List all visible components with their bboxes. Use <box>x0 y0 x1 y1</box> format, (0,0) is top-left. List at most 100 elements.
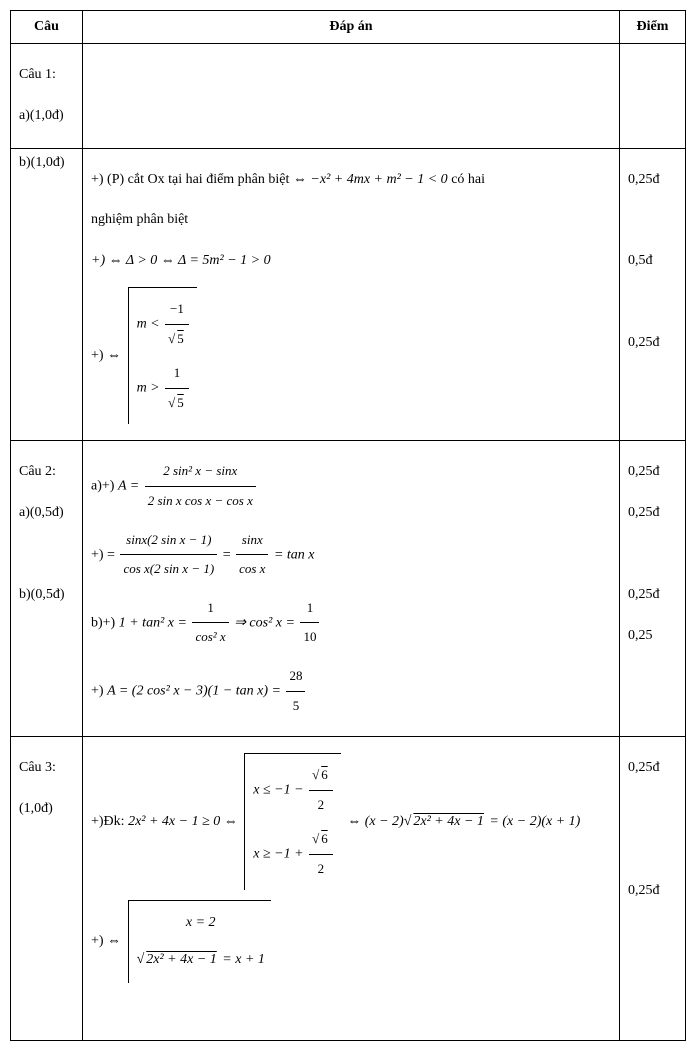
denominator: 10 <box>300 622 319 652</box>
cell-score: 0,25đ 0,25đ 0,25đ 0,25 <box>620 441 686 737</box>
table-row: b)(1,0đ) +) (P) cắt Ox tại hai điểm phân… <box>11 148 686 441</box>
cau-sub: (1,0đ) <box>19 794 74 825</box>
bracket-row: x ≥ −1 + √62 <box>253 822 334 886</box>
lhs: m > <box>137 380 164 395</box>
lhs: m < <box>137 316 164 331</box>
lhs: 1 + tan² x = <box>119 615 191 630</box>
table-row: Câu 2: a)(0,5đ) b)(0,5đ) a)+) A = 2 sin²… <box>11 441 686 737</box>
fraction: 2 sin² x − sinx2 sin x cos x − cos x <box>145 457 256 515</box>
score-gap <box>628 205 677 236</box>
cau-sub: b)(1,0đ) <box>19 155 74 171</box>
text: +) <box>91 683 107 698</box>
fraction: √62 <box>309 761 333 819</box>
header-cau: Câu <box>11 11 83 44</box>
lhs: x ≤ −1 − <box>253 782 307 797</box>
numerator: sinx <box>236 526 268 555</box>
square-bracket: x = 2 √2x² + 4x − 1 = x + 1 <box>128 900 271 983</box>
fraction: √62 <box>309 825 333 883</box>
radicand: 6 <box>319 767 330 782</box>
cell-score: 0,25đ 0,25đ <box>620 737 686 1041</box>
score: 0,25đ <box>628 753 677 784</box>
mid: ⇒ cos² x = <box>231 615 299 630</box>
lhs: x ≥ −1 + <box>253 847 307 862</box>
denominator: 5 <box>286 691 305 721</box>
answer-gap <box>91 993 611 1024</box>
answer-line: +) ⇔ Δ > 0 ⇔ Δ = 5m² − 1 > 0 <box>91 246 611 277</box>
numerator: 1 <box>165 359 189 388</box>
score-gap <box>628 287 677 318</box>
fraction: 1√5 <box>165 359 189 417</box>
text: +)Đk: <box>91 814 128 829</box>
cell-cau: b)(1,0đ) <box>11 148 83 441</box>
radicand: 6 <box>319 831 330 846</box>
score-gap <box>628 539 677 570</box>
square-bracket: m < −1√5 m > 1√5 <box>128 287 197 424</box>
rhs: = (x − 2)(x + 1) <box>486 814 580 829</box>
tail: = tan x <box>270 547 314 562</box>
table-row: Câu 1: a)(1,0đ) <box>11 44 686 149</box>
cau-sub: b)(0,5đ) <box>19 580 74 611</box>
score: 0,25đ <box>628 457 677 488</box>
math: −x² + 4mx + m² − 1 < 0 <box>310 172 447 187</box>
answer-line: +) ⇔ m < −1√5 m > 1√5 <box>91 287 611 424</box>
numerator: √6 <box>309 825 333 854</box>
cell-answer: +) (P) cắt Ox tại hai điểm phân biệt ⇔ −… <box>83 148 620 441</box>
lhs: 2x² + 4x − 1 ≥ 0 ⇔ <box>128 814 241 829</box>
score: 0,25đ <box>628 498 677 529</box>
score-gap <box>628 794 677 825</box>
text: +) (P) cắt Ox tại hai điểm phân biệt ⇔ <box>91 172 310 187</box>
score: 0,25đ <box>628 580 677 611</box>
numerator: 1 <box>192 594 228 623</box>
fraction: 285 <box>286 662 305 720</box>
answer-line: +) A = (2 cos² x − 3)(1 − tan x) = 285 <box>91 662 611 720</box>
lhs: A = <box>118 479 143 494</box>
numerator: 2 sin² x − sinx <box>145 457 256 486</box>
answer-line: b)+) 1 + tan² x = 1cos² x ⇒ cos² x = 110 <box>91 594 611 652</box>
denominator: cos x(2 sin x − 1) <box>120 554 217 584</box>
denominator: cos x <box>236 554 268 584</box>
radicand: 2x² + 4x − 1 <box>411 814 486 829</box>
answer-line: +) ⇔ x = 2 √2x² + 4x − 1 = x + 1 <box>91 900 611 983</box>
cell-cau: Câu 2: a)(0,5đ) b)(0,5đ) <box>11 441 83 737</box>
numerator: 28 <box>286 662 305 691</box>
rhs: (x − 2) <box>365 814 404 829</box>
score: 0,5đ <box>628 246 677 277</box>
text: b)+) <box>91 615 119 630</box>
table-row: Câu 3: (1,0đ) +)Đk: 2x² + 4x − 1 ≥ 0 ⇔ x… <box>11 737 686 1041</box>
answer-line: +) = sinx(2 sin x − 1)cos x(2 sin x − 1)… <box>91 526 611 584</box>
radicand: 2x² + 4x − 1 <box>144 952 219 967</box>
cau-label: Câu 1: <box>19 60 74 91</box>
cau-sub: a)(0,5đ) <box>19 498 74 529</box>
answer-line: nghiệm phân biệt <box>91 205 611 236</box>
text: a)+) <box>91 479 118 494</box>
cell-answer: a)+) A = 2 sin² x − sinx2 sin x cos x − … <box>83 441 620 737</box>
denominator: √5 <box>165 324 189 354</box>
bracket-row: x = 2 <box>137 905 265 942</box>
header-diem: Điểm <box>620 11 686 44</box>
bracket-row: m > 1√5 <box>137 356 191 420</box>
text: +) ⇔ <box>91 934 125 949</box>
tail: = x + 1 <box>219 952 265 967</box>
denominator: 2 <box>309 790 333 820</box>
cell-score <box>620 44 686 149</box>
score: 0,25 <box>628 621 677 652</box>
cau-label: Câu 3: <box>19 753 74 784</box>
cau-label: Câu 2: <box>19 457 74 488</box>
mid: ⇔ <box>344 814 365 829</box>
numerator: 1 <box>300 594 319 623</box>
score: 0,25đ <box>628 328 677 359</box>
score: 0,25đ <box>628 165 677 196</box>
text: +) = <box>91 547 118 562</box>
cell-score: 0,25đ 0,5đ 0,25đ <box>620 148 686 441</box>
cell-answer: +)Đk: 2x² + 4x − 1 ≥ 0 ⇔ x ≤ −1 − √62 x … <box>83 737 620 1041</box>
header-row: Câu Đáp án Điểm <box>11 11 686 44</box>
fraction: sinxcos x <box>236 526 268 584</box>
text: +) ⇔ <box>91 348 125 363</box>
answer-line: a)+) A = 2 sin² x − sinx2 sin x cos x − … <box>91 457 611 515</box>
cell-answer <box>83 44 620 149</box>
numerator: sinx(2 sin x − 1) <box>120 526 217 555</box>
cau-gap <box>19 539 74 570</box>
numerator: √6 <box>309 761 333 790</box>
fraction: 110 <box>300 594 319 652</box>
answer-table: Câu Đáp án Điểm Câu 1: a)(1,0đ) b)(1,0đ)… <box>10 10 686 1041</box>
